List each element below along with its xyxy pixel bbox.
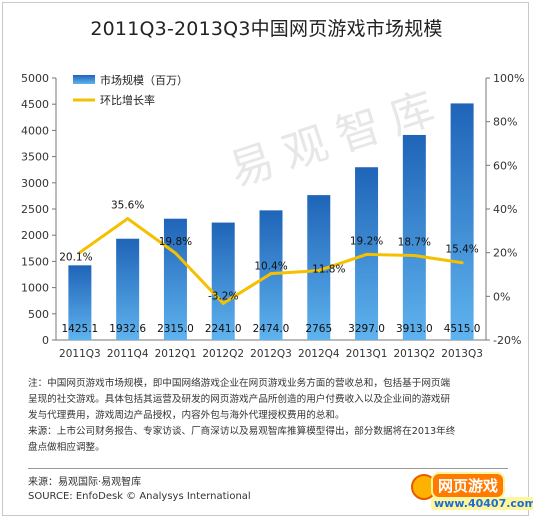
y-right-tick-label: -20% xyxy=(493,334,521,347)
bar-value-label: 2241.0 xyxy=(205,323,242,335)
site-logo[interactable]: 网页游戏 www.40407.com xyxy=(409,470,533,518)
y-right-tick-label: 100% xyxy=(493,72,524,85)
x-tick-label: 2012Q1 xyxy=(155,348,197,360)
y-right-tick-label: 20% xyxy=(493,247,517,260)
y-left-tick-label: 1000 xyxy=(21,282,49,295)
y-right-tick-label: 40% xyxy=(493,203,517,216)
legend-label-bar: 市场规模（百万） xyxy=(100,73,188,87)
legend-label-line: 环比增长率 xyxy=(100,93,155,107)
x-tick-label: 2011Q4 xyxy=(107,348,149,360)
y-left-tick-label: 4500 xyxy=(21,98,49,111)
growth-point xyxy=(412,254,416,258)
footnote-line: 发与代理费用，游戏周边产品授权，内容外包与海外代理授权费用的总和。 xyxy=(28,410,345,421)
y-left-tick-label: 500 xyxy=(28,308,49,321)
x-tick-label: 2012Q2 xyxy=(202,348,244,360)
bar-value-label: 1932.6 xyxy=(109,323,146,335)
y-left-tick-label: 2500 xyxy=(21,203,49,216)
source-en: SOURCE: EnfoDesk © Analysys Internationa… xyxy=(28,491,251,502)
growth-value-label: 20.1% xyxy=(59,251,92,263)
footnote-line: 注：中国网页游戏市场规模，即中国网络游戏企业在网页游戏业务方面的营收总和，包括基… xyxy=(28,378,451,389)
divider xyxy=(28,468,508,469)
footnote-line: 来源：上市公司财务报告、专家访谈、厂商深访以及易观智库推算模型得出，部分数据将在… xyxy=(28,426,456,437)
x-tick-label: 2013Q2 xyxy=(393,348,435,360)
bar-value-label: 1425.1 xyxy=(62,323,99,335)
y-left-tick-label: 0 xyxy=(42,334,49,347)
growth-point xyxy=(365,252,369,256)
source-cn: 来源：易观国际·易观智库 xyxy=(28,477,142,488)
footnote-line: 呈现的社交游戏。具体包括其运营及研发的网页游戏产品所创造的用户付费收入以及企业间… xyxy=(28,394,451,405)
bar-value-label: 2765 xyxy=(305,323,332,335)
growth-value-label: 19.8% xyxy=(159,236,192,248)
bar-value-label: 3297.0 xyxy=(348,323,385,335)
y-right-tick-label: 0% xyxy=(493,290,510,303)
y-right-tick-label: 80% xyxy=(493,116,517,129)
bar xyxy=(450,103,474,340)
growth-value-label: -3.2% xyxy=(208,290,238,302)
bar-value-label: 3913.0 xyxy=(396,323,433,335)
bar xyxy=(68,265,92,340)
bar-value-label: 2474.0 xyxy=(253,323,290,335)
footnote-line: 盘点做相应调整。 xyxy=(28,442,105,453)
x-tick-label: 2011Q3 xyxy=(59,348,101,360)
growth-point xyxy=(269,272,273,276)
bar xyxy=(116,238,140,340)
logo-brand: 网页游戏 xyxy=(431,472,506,499)
growth-value-label: 10.4% xyxy=(254,261,287,273)
x-tick-label: 2013Q1 xyxy=(346,348,388,360)
growth-point xyxy=(221,301,225,305)
growth-value-label: 15.4% xyxy=(445,244,478,256)
y-left-tick-label: 1500 xyxy=(21,255,49,268)
growth-value-label: 19.2% xyxy=(350,235,383,247)
x-tick-label: 2013Q3 xyxy=(441,348,483,360)
y-left-tick-label: 2000 xyxy=(21,229,49,242)
bar xyxy=(307,195,331,340)
footnote: 注：中国网页游戏市场规模，即中国网络游戏企业在网页游戏业务方面的营收总和，包括基… xyxy=(28,376,514,456)
x-tick-label: 2012Q3 xyxy=(250,348,292,360)
y-left-tick-label: 5000 xyxy=(21,72,49,85)
bar xyxy=(211,222,235,340)
y-left-tick-label: 3500 xyxy=(21,151,49,164)
bar-value-label: 4515.0 xyxy=(444,323,481,335)
growth-point xyxy=(173,251,177,255)
bar-value-label: 2315.0 xyxy=(157,323,194,335)
logo-url: www.40407.com xyxy=(431,497,533,510)
legend-swatch-bar xyxy=(73,75,95,84)
y-left-tick-label: 4000 xyxy=(21,124,49,137)
bar xyxy=(402,134,426,340)
growth-point xyxy=(126,217,130,221)
growth-point xyxy=(78,250,82,254)
chart-title: 2011Q3-2013Q3中国网页游戏市场规模 xyxy=(90,18,443,40)
chart-svg: 0 500 1000 1500 2000 2500 3000 3500 4000 4500 5000… xyxy=(21,72,524,360)
growth-value-label: 35.6% xyxy=(111,200,144,212)
growth-point xyxy=(460,261,464,265)
x-tick-label: 2012Q4 xyxy=(298,348,340,360)
y-left-tick-label: 3000 xyxy=(21,177,49,190)
growth-value-label: 11.8% xyxy=(312,264,345,276)
y-right-tick-label: 60% xyxy=(493,159,517,172)
growth-value-label: 18.7% xyxy=(398,237,431,249)
growth-point xyxy=(317,269,321,273)
